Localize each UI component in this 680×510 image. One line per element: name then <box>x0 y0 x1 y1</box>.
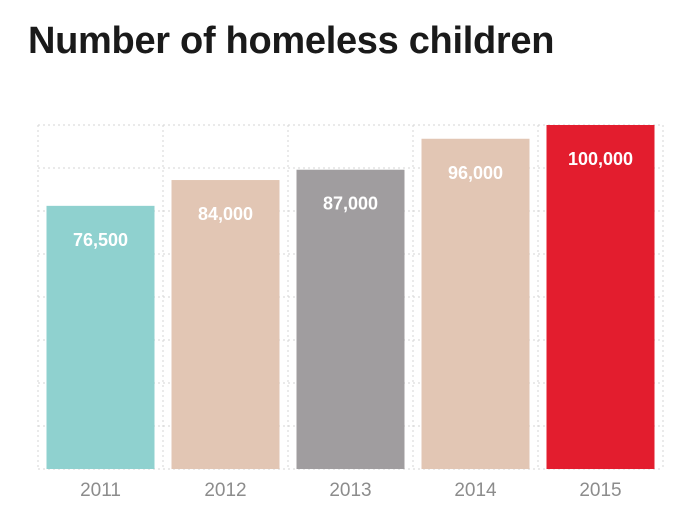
bar-2012 <box>171 180 280 470</box>
x-tick-label-2014: 2014 <box>454 480 497 501</box>
bar-value-label-2011: 76,500 <box>73 230 128 250</box>
bar-2011 <box>46 205 155 469</box>
bar-2013 <box>296 169 405 469</box>
bar-2015 <box>546 125 655 469</box>
x-tick-label-2012: 2012 <box>204 480 246 501</box>
bars <box>46 125 655 470</box>
x-tick-label-2013: 2013 <box>329 480 371 501</box>
bar-value-label-2014: 96,000 <box>448 163 503 183</box>
bar-value-label-2012: 84,000 <box>198 204 253 224</box>
x-axis-tick-labels: 2011 2012 2013 2014 2015 <box>80 480 622 501</box>
bar-value-label-2015: 100,000 <box>568 149 633 169</box>
bar-2014 <box>421 138 530 469</box>
bar-value-label-2013: 87,000 <box>323 194 378 214</box>
chart-title: Number of homeless children <box>28 20 555 62</box>
x-tick-label-2011: 2011 <box>80 480 121 501</box>
bar-value-labels: 76,500 84,000 87,000 96,000 100,000 <box>73 149 633 250</box>
x-tick-label-2015: 2015 <box>579 480 621 501</box>
